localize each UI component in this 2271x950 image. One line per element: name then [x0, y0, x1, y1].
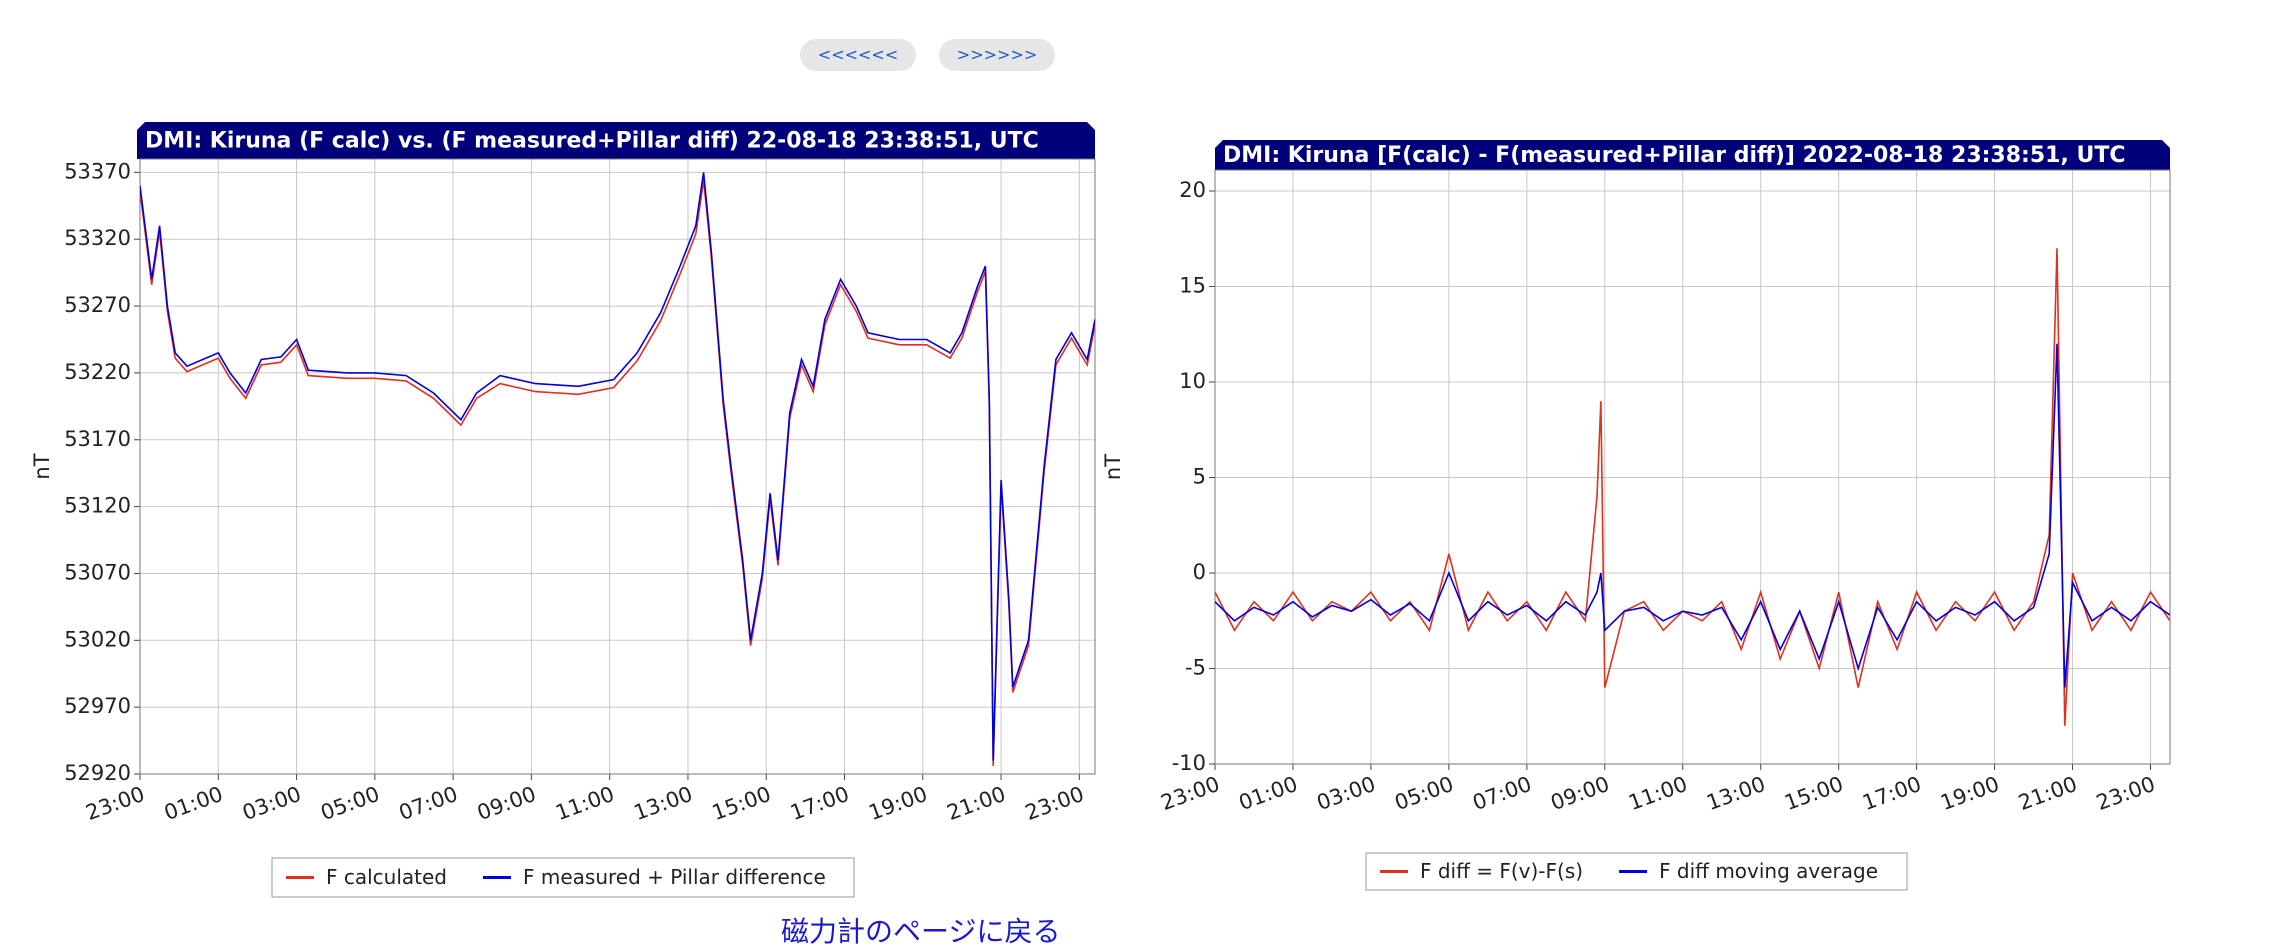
- y-tick-label: 15: [1179, 274, 1206, 298]
- y-tick-label: 53170: [64, 427, 131, 451]
- x-tick-label: 17:00: [787, 782, 852, 825]
- x-tick-label: 23:00: [1158, 772, 1223, 815]
- chart-title: DMI: Kiruna [F(calc) - F(measured+Pillar…: [1223, 143, 2126, 168]
- x-tick-label: 11:00: [1625, 772, 1690, 815]
- y-axis-label: nT: [1101, 454, 1125, 480]
- series-line: [1215, 343, 2170, 688]
- x-tick-label: 13:00: [631, 782, 696, 825]
- x-tick-label: 17:00: [1859, 772, 1924, 815]
- y-tick-label: 52920: [64, 761, 131, 785]
- x-tick-label: 07:00: [1470, 772, 1535, 815]
- plot-area: [139, 158, 1096, 775]
- y-tick-label: -5: [1185, 656, 1206, 680]
- x-tick-label: 03:00: [1314, 772, 1379, 815]
- x-tick-label: 11:00: [552, 782, 617, 825]
- y-tick-label: 10: [1179, 369, 1206, 393]
- x-tick-label: 03:00: [239, 782, 304, 825]
- x-tick-label: 23:00: [2093, 772, 2158, 815]
- x-tick-label: 15:00: [709, 782, 774, 825]
- x-tick-label: 09:00: [474, 782, 539, 825]
- x-tick-label: 01:00: [1236, 772, 1301, 815]
- series-line: [140, 172, 1095, 761]
- x-tick-label: 21:00: [2015, 772, 2080, 815]
- series-line: [1215, 248, 2170, 726]
- x-tick-label: 09:00: [1547, 772, 1612, 815]
- legend-label: F diff = F(v)-F(s): [1420, 859, 1583, 883]
- x-tick-label: 15:00: [1781, 772, 1846, 815]
- x-tick-label: 05:00: [1392, 772, 1457, 815]
- y-axis-label: nT: [30, 453, 54, 479]
- y-tick-label: 5: [1193, 465, 1206, 489]
- x-tick-label: 19:00: [1937, 772, 2002, 815]
- y-tick-label: 53070: [64, 560, 131, 584]
- chart-title: DMI: Kiruna (F calc) vs. (F measured+Pil…: [145, 129, 1039, 154]
- x-tick-label: 05:00: [318, 782, 383, 825]
- x-tick-label: 01:00: [161, 782, 226, 825]
- y-tick-label: 53370: [64, 159, 131, 183]
- y-tick-label: 53020: [64, 627, 131, 651]
- plot-border: [139, 158, 1096, 775]
- back-link[interactable]: 磁力計のページに戻る: [781, 915, 1061, 948]
- y-tick-label: 53220: [64, 360, 131, 384]
- title-bar: [137, 122, 1095, 159]
- legend-label: F calculated: [326, 865, 447, 889]
- x-tick-label: 19:00: [865, 782, 930, 825]
- x-tick-label: 07:00: [396, 782, 461, 825]
- x-tick-label: 13:00: [1703, 772, 1768, 815]
- y-tick-label: 53120: [64, 494, 131, 518]
- x-tick-label: 23:00: [83, 782, 148, 825]
- legend-label: F diff moving average: [1659, 859, 1878, 883]
- y-tick-label: 52970: [64, 694, 131, 718]
- x-tick-label: 21:00: [944, 782, 1009, 825]
- y-tick-label: 0: [1193, 560, 1206, 584]
- y-tick-label: 20: [1179, 178, 1206, 202]
- legend: [271, 857, 855, 898]
- prev-button[interactable]: <<<<<<: [800, 39, 916, 71]
- next-button[interactable]: >>>>>>: [939, 39, 1055, 71]
- legend-label: F measured + Pillar difference: [523, 865, 826, 889]
- plot-border: [1214, 169, 2171, 765]
- plot-area: [1214, 169, 2171, 765]
- y-tick-label: 53270: [64, 293, 131, 317]
- x-tick-label: 23:00: [1022, 782, 1087, 825]
- y-tick-label: 53320: [64, 226, 131, 250]
- title-bar: [1215, 140, 2170, 170]
- y-tick-label: -10: [1172, 751, 1206, 775]
